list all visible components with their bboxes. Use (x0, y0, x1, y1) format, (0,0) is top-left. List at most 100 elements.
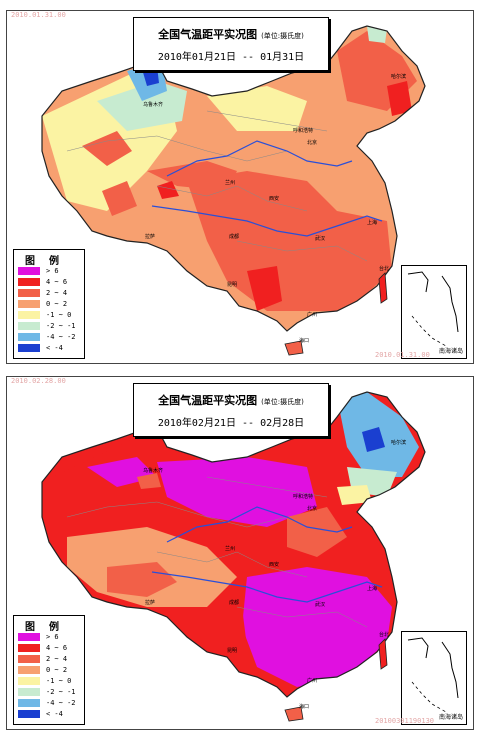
legend-swatch (18, 322, 40, 330)
watermark-bottom: 20100301190130 (375, 717, 435, 725)
legend-swatch (18, 278, 40, 286)
map-unit: (单位:摄氏度) (261, 398, 304, 406)
legend-label: -1 ~ 0 (46, 311, 72, 319)
legend-swatch (18, 311, 40, 319)
city-wuhan: 武汉 (315, 236, 326, 242)
legend-label: 4 ~ 6 (46, 644, 68, 652)
legend-row: -4 ~ -2 (18, 332, 82, 342)
legend-label: 2 ~ 4 (46, 289, 68, 297)
legend-swatch (18, 300, 40, 308)
legend-label: < -4 (46, 344, 63, 352)
legend-swatch (18, 699, 40, 707)
city-kunming: 昆明 (227, 282, 238, 288)
legend-label: -4 ~ -2 (46, 699, 76, 707)
legend-row: -4 ~ -2 (18, 698, 82, 708)
legend-label: 4 ~ 6 (46, 278, 68, 286)
map-unit: (单位:摄氏度) (261, 32, 304, 40)
city-xian: 西安 (269, 562, 280, 568)
legend-row: -2 ~ -1 (18, 687, 82, 697)
legend-label: > 6 (46, 267, 59, 275)
city-huhehaote: 呼和浩特 (293, 494, 314, 500)
legend-swatch (18, 344, 40, 352)
city-haikou: 海口 (299, 338, 310, 344)
legend-swatch (18, 677, 40, 685)
legend: 图例 > 6 4 ~ 6 2 ~ 4 0 ~ 2 -1 ~ 0 -2 ~ -1 … (13, 615, 85, 725)
city-xian: 西安 (269, 196, 280, 202)
legend: 图例 > 6 4 ~ 6 2 ~ 4 0 ~ 2 -1 ~ 0 -2 ~ -1 … (13, 249, 85, 359)
map-jan-graphic (41, 25, 426, 356)
city-lasa: 拉萨 (145, 600, 156, 606)
city-urumqi: 乌鲁木齐 (143, 468, 164, 474)
legend-row: 4 ~ 6 (18, 643, 82, 653)
map-date-range: 2010年02月21日 -- 02月28日 (157, 418, 305, 429)
legend-row: 2 ~ 4 (18, 654, 82, 664)
city-shanghai: 上海 (367, 586, 378, 592)
city-guangzhou: 广州 (307, 678, 318, 684)
city-beijing: 北京 (307, 140, 318, 146)
city-chengdu: 成都 (229, 234, 240, 240)
watermark-top: 2010.01.31.00 (11, 11, 66, 19)
legend-label: -2 ~ -1 (46, 322, 76, 330)
legend-row: > 6 (18, 266, 82, 276)
legend-title: 图例 (25, 622, 73, 633)
city-wuhan: 武汉 (315, 602, 326, 608)
city-lasa: 拉萨 (145, 234, 156, 240)
map-date-range: 2010年01月21日 -- 01月31日 (157, 52, 305, 63)
legend-label: 0 ~ 2 (46, 300, 68, 308)
legend-row: -1 ~ 0 (18, 310, 82, 320)
legend-row: -1 ~ 0 (18, 676, 82, 686)
city-taibei: 台北 (379, 266, 390, 272)
legend-row: 0 ~ 2 (18, 299, 82, 309)
legend-row: > 6 (18, 632, 82, 642)
legend-label: > 6 (46, 633, 59, 641)
map-feb-graphic (41, 391, 426, 722)
legend-row: -2 ~ -1 (18, 321, 82, 331)
city-shanghai: 上海 (367, 220, 378, 226)
inset-graphic (407, 637, 459, 713)
city-lanzhou: 兰州 (225, 546, 236, 552)
watermark-top: 2010.02.28.00 (11, 377, 66, 385)
inset-caption: 南海诸岛 (438, 714, 463, 721)
legend-swatch (18, 710, 40, 718)
watermark-bottom: 2010.01.31.00 (375, 351, 430, 359)
legend-label: -1 ~ 0 (46, 677, 72, 685)
city-urumqi: 乌鲁木齐 (143, 102, 164, 108)
legend-swatch (18, 688, 40, 696)
map-title-box: 全国气温距平实况图 (单位:摄氏度) 2010年02月21日 -- 02月28日 (133, 383, 329, 437)
city-beijing: 北京 (307, 506, 318, 512)
legend-row: 2 ~ 4 (18, 288, 82, 298)
city-lanzhou: 兰州 (225, 180, 236, 186)
legend-label: < -4 (46, 710, 63, 718)
legend-row: 4 ~ 6 (18, 277, 82, 287)
temperature-anomaly-map-jan: 2010.01.31.00 (6, 10, 474, 364)
inset-caption: 南海诸岛 (438, 348, 463, 355)
south-china-sea-inset: 南海诸岛 (401, 631, 467, 725)
city-taibei: 台北 (379, 632, 390, 638)
legend-swatch (18, 333, 40, 341)
city-harbin: 哈尔滨 (391, 74, 407, 80)
temperature-anomaly-map-feb: 2010.02.28.00 北京 武 (6, 376, 474, 730)
city-haikou: 海口 (299, 704, 310, 710)
legend-swatch (18, 289, 40, 297)
legend-label: 2 ~ 4 (46, 655, 68, 663)
city-guangzhou: 广州 (307, 312, 318, 318)
legend-label: 0 ~ 2 (46, 666, 68, 674)
legend-title: 图例 (25, 256, 73, 267)
map-title: 全国气温距平实况图 (158, 394, 258, 407)
legend-swatch (18, 633, 40, 641)
legend-swatch (18, 666, 40, 674)
city-kunming: 昆明 (227, 648, 238, 654)
city-huhehaote: 呼和浩特 (293, 128, 314, 134)
map-title-box: 全国气温距平实况图 (单位:摄氏度) 2010年01月21日 -- 01月31日 (133, 17, 329, 71)
city-chengdu: 成都 (229, 600, 240, 606)
legend-swatch (18, 267, 40, 275)
legend-row: < -4 (18, 343, 82, 353)
legend-swatch (18, 655, 40, 663)
legend-row: 0 ~ 2 (18, 665, 82, 675)
legend-row: < -4 (18, 709, 82, 719)
inset-graphic (407, 271, 459, 347)
city-harbin: 哈尔滨 (391, 440, 407, 446)
south-china-sea-inset: 南海诸岛 (401, 265, 467, 359)
map-title: 全国气温距平实况图 (158, 28, 258, 41)
legend-swatch (18, 644, 40, 652)
